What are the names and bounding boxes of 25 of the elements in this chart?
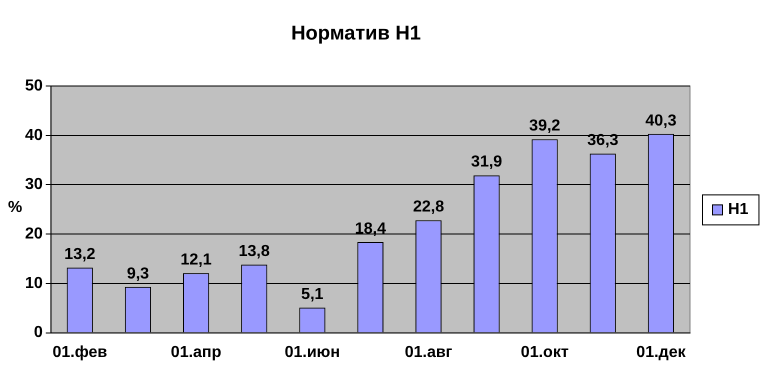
text: 39,2	[529, 118, 560, 135]
text: 40,3	[645, 112, 677, 130]
x-tick-label: 01.июн	[284, 344, 340, 361]
text: 5,1	[301, 286, 324, 304]
y-tick-label: 20	[25, 225, 43, 242]
legend-label: Н1	[728, 200, 749, 218]
text: 31,9	[471, 154, 502, 171]
text: 9,3	[126, 265, 150, 282]
text: 13,8	[238, 243, 270, 260]
chart-title: Норматив Н1	[291, 22, 421, 45]
text: 18,4	[354, 220, 386, 238]
x-tick-label: 01.окт	[520, 344, 569, 361]
text: 13,2	[64, 246, 96, 264]
y-tick-label: 0	[34, 324, 43, 342]
y-axis-title: %	[8, 198, 22, 216]
x-tick-label: 01.авг	[404, 344, 453, 361]
text: 12,1	[180, 251, 212, 268]
text: 22,8	[412, 198, 444, 216]
x-tick-label: 01.дек	[636, 344, 687, 361]
x-tick-label: 01.фев	[52, 344, 108, 361]
y-tick-label: 50	[25, 77, 43, 94]
y-tick-label: 30	[25, 176, 43, 194]
x-tick-label: 01.апр	[170, 344, 222, 361]
y-tick-label: 40	[25, 126, 43, 144]
y-tick-label: 10	[25, 274, 43, 292]
